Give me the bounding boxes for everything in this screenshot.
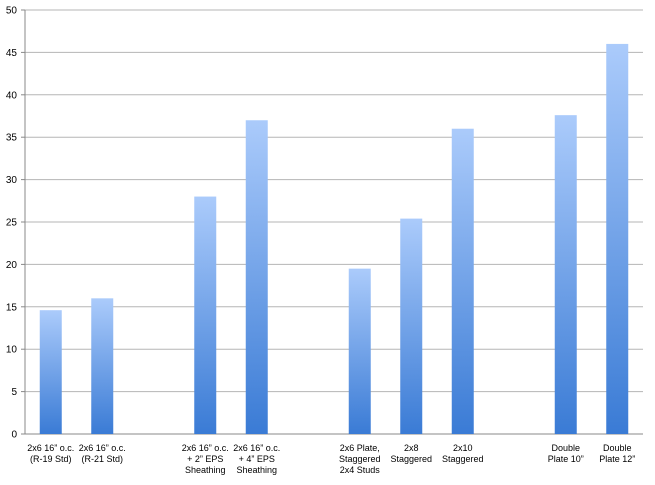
x-tick-label: 2x6 16” o.c. (R-21 Std) [79, 443, 126, 464]
x-tick-label: Double Plate 12” [599, 443, 635, 464]
x-tick-label: 2x6 Plate, Staggered 2x4 Studs [339, 443, 381, 475]
y-tick-label: 20 [6, 260, 18, 271]
bar [39, 310, 62, 434]
bar [606, 43, 629, 435]
x-tick-label: 2x10 Staggered [442, 443, 484, 464]
x-tick-label: 2x6 16” o.c. + 2” EPS Sheathing [182, 443, 229, 475]
y-tick-label: 45 [6, 48, 18, 59]
x-tick-label: 2x6 16” o.c. (R-19 Std) [27, 443, 74, 464]
y-tick-label: 25 [6, 218, 18, 229]
y-tick-label: 40 [6, 90, 18, 101]
y-tick-label: 15 [6, 302, 18, 313]
bar [400, 218, 423, 434]
bar [451, 128, 474, 434]
bar [194, 196, 217, 434]
y-tick-label: 10 [6, 345, 18, 356]
x-tick-label: 2x6 16” o.c. + 4” EPS Sheathing [233, 443, 280, 475]
y-tick-label: 50 [6, 6, 18, 17]
x-tick-label: Double Plate 10” [548, 443, 584, 464]
bar [91, 298, 114, 434]
y-tick-label: 35 [6, 133, 18, 144]
y-tick-label: 5 [11, 387, 17, 398]
bar [245, 120, 268, 435]
y-tick-label: 30 [6, 175, 18, 186]
y-tick-label: 0 [11, 430, 17, 441]
x-tick-label: 2x8 Staggered [390, 443, 432, 464]
bar [554, 115, 577, 434]
bar [348, 268, 371, 434]
